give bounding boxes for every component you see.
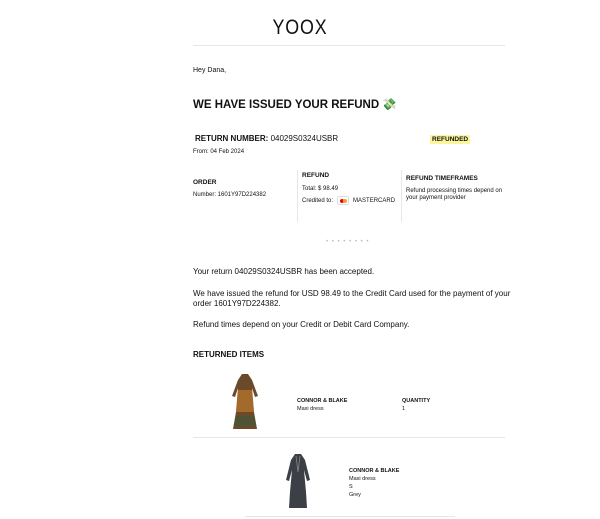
message: Refund times depend on your Credit or De…: [193, 320, 410, 329]
return-date: From: 04 Feb 2024: [193, 149, 245, 155]
order-number: Number: 1601Y97D224382: [193, 192, 267, 198]
item-brand: CONNOR & BLAKE: [297, 398, 348, 404]
quantity-label: QUANTITY: [402, 398, 431, 404]
order-title: ORDER: [193, 179, 217, 186]
greeting: Hey Dana,: [193, 67, 227, 74]
item-type: Maxi dress: [349, 476, 376, 482]
page-title: WE HAVE ISSUED YOUR REFUND 💸: [193, 97, 397, 111]
column-divider: [297, 170, 298, 222]
status-badge: REFUNDED: [430, 135, 471, 144]
credited-label: Credited to:: [302, 197, 334, 204]
divider: [193, 437, 505, 438]
money-with-wings-icon: 💸: [382, 99, 397, 111]
message-body: Your return 04029S0324USBR has been acce…: [193, 267, 511, 330]
return-number: RETURN NUMBER: 04029S0324USBR: [195, 134, 338, 143]
item-color: Grey: [349, 492, 361, 498]
returned-items-title: RETURNED ITEMS: [193, 350, 265, 359]
refund-title: REFUND: [302, 172, 330, 179]
timeframes-section: REFUND TIMEFRAMES Refund processing time…: [406, 175, 508, 202]
column-divider: [401, 170, 402, 222]
divider: [245, 516, 455, 517]
refund-section: REFUND Total: $ 98.49 Credited to: MASTE…: [302, 172, 395, 205]
item-quantity: QUANTITY 1: [402, 398, 430, 412]
timeframes-title: REFUND TIMEFRAMES: [406, 175, 478, 182]
item-type: Maxi dress: [297, 406, 324, 412]
mastercard-icon: [337, 196, 350, 205]
card-name: MASTERCARD: [353, 197, 396, 204]
timeframes-text: Refund processing times depend on your p…: [406, 188, 503, 201]
item-brand: CONNOR & BLAKE: [349, 468, 400, 474]
order-section: ORDER Number: 1601Y97D224382: [193, 179, 266, 198]
pagination-dots: • • • • • • • •: [326, 239, 370, 245]
list-item: CONNOR & BLAKE Maxi dress: [297, 398, 347, 412]
item-size: S: [349, 484, 353, 490]
divider: [193, 45, 505, 46]
list-item: CONNOR & BLAKE Maxi dress S Grey: [349, 467, 399, 499]
quantity-value: 1: [402, 406, 406, 412]
heading-text: WE HAVE ISSUED YOUR REFUND: [193, 99, 380, 111]
refund-total: Total: $ 98.49: [302, 186, 339, 192]
return-number-value: 04029S0324USBR: [270, 134, 339, 143]
product-image[interactable]: [230, 372, 260, 431]
message: Your return 04029S0324USBR has been acce…: [193, 267, 375, 276]
message: We have issued the refund for USD 98.49 …: [193, 289, 511, 308]
yoox-logo[interactable]: YOOX: [272, 16, 328, 39]
return-number-label: RETURN NUMBER:: [195, 134, 269, 143]
credited-to: Credited to: MASTERCARD: [302, 196, 395, 205]
product-image[interactable]: [284, 452, 312, 510]
